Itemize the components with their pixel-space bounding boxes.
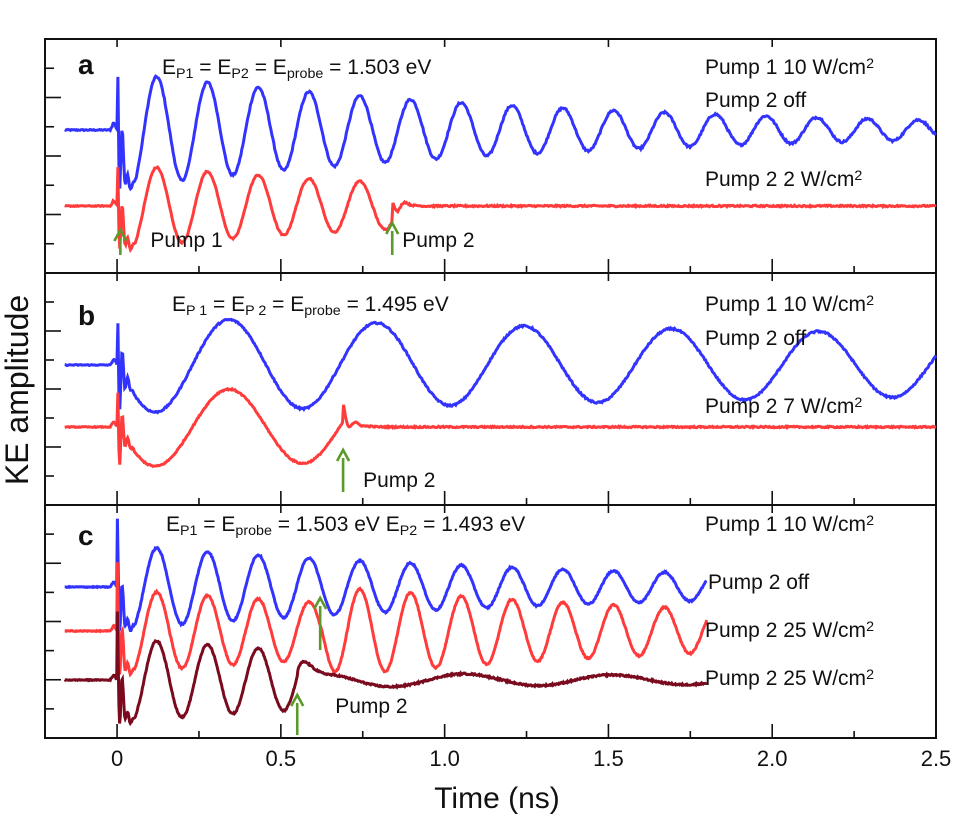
series-line-a-1 <box>64 164 937 254</box>
series-label-c-2: Pump 2 25 W/cm2 <box>705 619 874 642</box>
series-label-a-2: Pump 2 2 W/cm2 <box>705 168 862 191</box>
energy-annotation-a: EP1 = EP2 = Eprobe = 1.503 eV <box>162 56 431 82</box>
series-line-c-1 <box>64 562 709 678</box>
series-line-a-0 <box>64 74 937 192</box>
pump-arrow-head <box>385 220 400 235</box>
series-line-c-0 <box>64 518 708 632</box>
pump-arrow-head <box>113 227 128 242</box>
pump-arrow-head <box>335 447 351 462</box>
x-axis-label: Time (ns) <box>434 782 560 815</box>
x-tick-label: 1.5 <box>593 746 624 771</box>
annotations: a EP1 = EP2 = Eprobe = 1.503 eV Pump 1 10 … <box>78 49 874 735</box>
panel-letter-a: a <box>78 49 94 80</box>
series-label-b-1: Pump 2 off <box>705 327 806 350</box>
pump-arrow-label: Pump 2 <box>402 229 474 252</box>
pump-arrow-label: Pump 2 <box>363 469 435 492</box>
series-label-b-0: Pump 1 10 W/cm2 <box>705 293 874 316</box>
x-tick-label: 0 <box>111 746 123 771</box>
x-tick-label: 2.5 <box>921 746 952 771</box>
series-label-a-0: Pump 1 10 W/cm2 <box>705 56 874 79</box>
energy-annotation-c: EP1 = Eprobe = 1.503 eV EP2 = 1.493 eV <box>166 513 525 539</box>
series-line-c-2 <box>63 611 708 727</box>
series-label-c-3: Pump 2 25 W/cm2 <box>705 667 874 690</box>
pump-arrow-head <box>313 595 328 610</box>
series-label-c-0: Pump 1 10 W/cm2 <box>705 513 874 536</box>
x-tick-label: 0.5 <box>266 746 297 771</box>
panel-letter-c: c <box>78 520 94 551</box>
energy-annotation-b: EP 1 = EP 2 = Eprobe = 1.495 eV <box>172 293 449 319</box>
pump-arrow-head <box>290 692 305 707</box>
panel-letter-b: b <box>78 300 95 331</box>
x-tick-labels: 0 0.5 1.0 1.5 2.0 2.5 <box>111 746 951 771</box>
series-label-b-2: Pump 2 7 W/cm2 <box>705 395 862 418</box>
series-label-c-1: Pump 2 off <box>708 571 809 594</box>
series-label-a-1: Pump 2 off <box>705 89 806 112</box>
y-axis-label: KE amplitude <box>0 295 35 485</box>
pump-arrow-label: Pump 2 <box>335 695 407 718</box>
series-line-b-1 <box>64 386 937 469</box>
axis-ticks <box>45 39 937 738</box>
data-curves <box>63 74 938 727</box>
x-tick-label: 1.0 <box>429 746 460 771</box>
series-line-b-0 <box>64 317 938 415</box>
pump-arrow-label: Pump 1 <box>150 229 222 252</box>
x-tick-label: 2.0 <box>757 746 788 771</box>
panel-frames <box>44 38 937 739</box>
